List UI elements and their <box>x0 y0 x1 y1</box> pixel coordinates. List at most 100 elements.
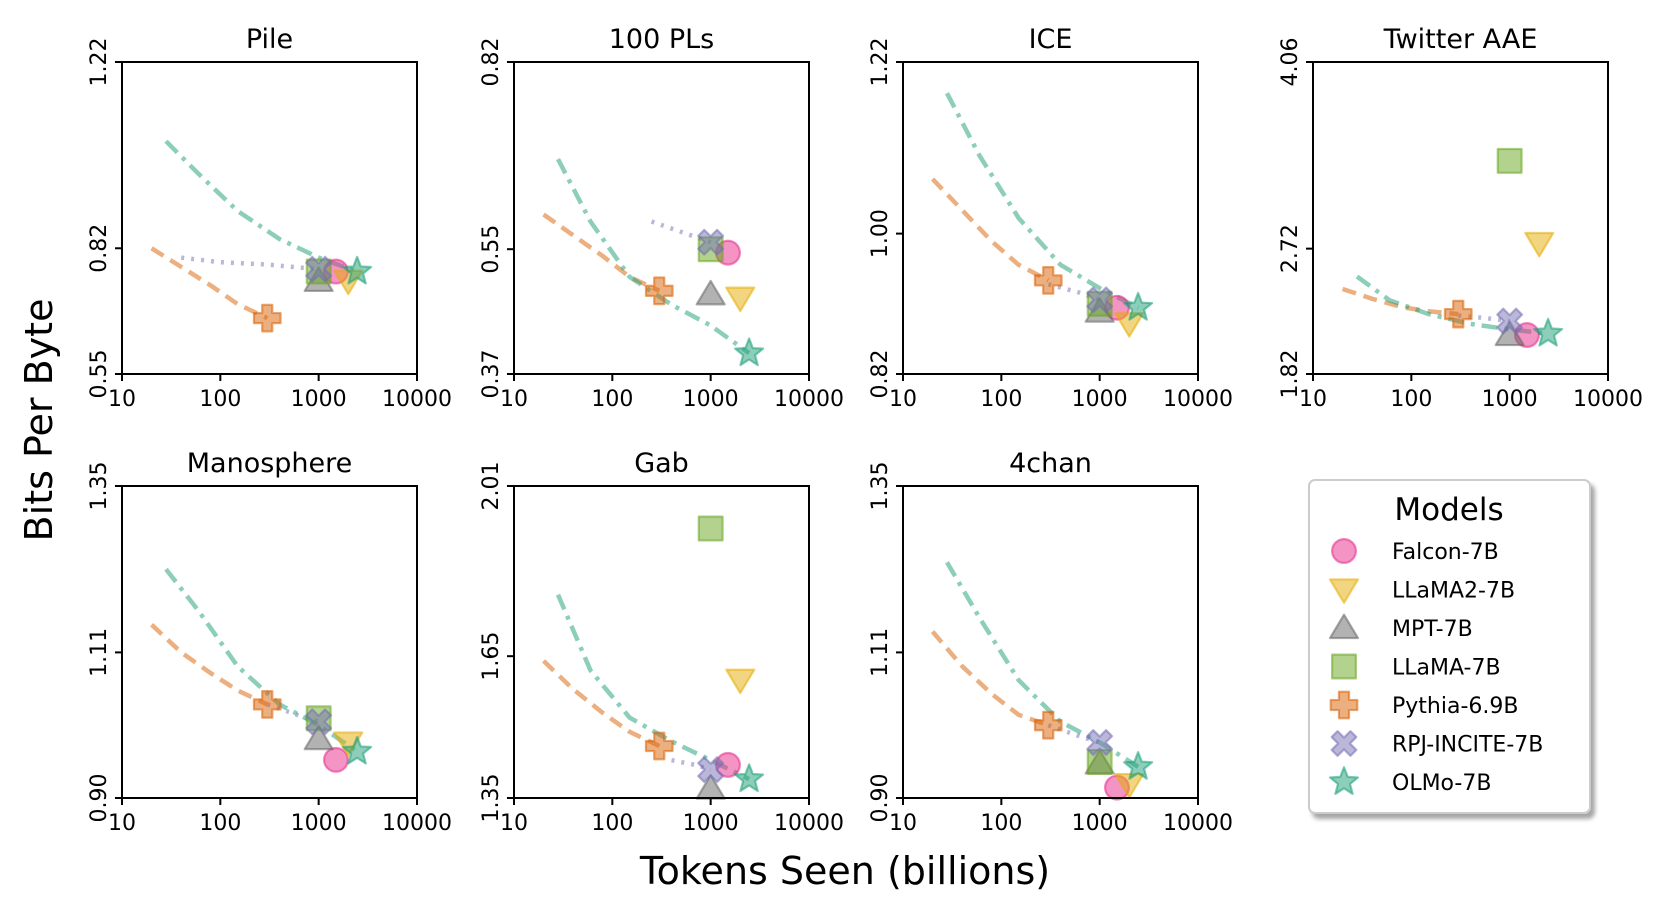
data-point-olmo-7b <box>342 735 373 765</box>
data-point-pythia-6-9b <box>644 276 674 306</box>
y-tick-label: 0.82 <box>479 38 504 87</box>
trend-line-pythia-6-9b <box>150 246 269 321</box>
data-point-olmo-7b <box>1123 291 1154 321</box>
legend-marker-mpt-7b <box>1328 613 1360 640</box>
data-point-falcon-7b <box>322 746 349 773</box>
plot-area-frame <box>121 61 418 375</box>
x-tick-label: 100 <box>980 387 1022 412</box>
y-axis-label: Bits Per Byte <box>17 299 61 542</box>
legend-entry-mpt-7b: MPT-7B <box>1328 613 1473 642</box>
y-tick-label: 1.22 <box>868 38 893 87</box>
plot-area-frame <box>121 485 418 799</box>
legend-label: Pythia-6.9B <box>1392 694 1518 719</box>
legend-label: MPT-7B <box>1392 617 1473 642</box>
y-tick-label: 2.01 <box>479 462 504 511</box>
y-tick-label: 1.35 <box>479 774 504 823</box>
subplot-4chan: 4chan 10 100 1000 10000 0.90 1.11 1.35 <box>868 448 1233 836</box>
legend: Models Falcon-7B LLaMA2-7B MPT-7B LLaMA-7B P… <box>1308 479 1591 814</box>
trend-line-pythia-6-9b <box>930 630 1050 728</box>
x-tick-label: 10 <box>889 387 917 412</box>
subplot-title: 4chan <box>1009 448 1092 479</box>
x-tick-label: 1000 <box>683 811 739 836</box>
data-point-llama2-7b <box>1524 231 1555 258</box>
y-tick-label: 1.35 <box>868 462 893 511</box>
trend-line-pythia-6-9b <box>150 623 269 707</box>
data-point-pythia-6-9b <box>252 690 282 719</box>
legend-entry-pythia-6-9b: Pythia-6.9B <box>1329 690 1518 720</box>
plot-area-frame <box>902 485 1199 799</box>
x-tick-label: 100 <box>591 387 633 412</box>
y-tick-label: 1.00 <box>868 209 893 258</box>
data-point-llama-7b <box>697 515 724 542</box>
x-tick-label: 10000 <box>1573 387 1643 412</box>
trend-line-olmo-7b <box>556 158 751 356</box>
legend-label: RPJ-INCITE-7B <box>1392 733 1543 758</box>
data-point-rpj-incite-7b <box>1496 307 1524 335</box>
y-tick-label: 0.55 <box>87 350 112 399</box>
trend-line-olmo-7b <box>945 92 1140 310</box>
legend-label: OLMo-7B <box>1392 771 1491 796</box>
x-tick-label: 10 <box>108 387 136 412</box>
x-tick-label: 10000 <box>382 811 452 836</box>
data-point-olmo-7b <box>342 255 373 285</box>
legend-title: Models <box>1394 492 1503 528</box>
subplot-manosphere: Manosphere 10 100 1000 10000 0.90 1.11 1.35 <box>87 448 452 836</box>
subplot-title: Manosphere <box>187 448 353 479</box>
legend-entry-llama2-7b: LLaMA2-7B <box>1328 578 1515 604</box>
legend-items: Falcon-7B LLaMA2-7B MPT-7B LLaMA-7B Pythia-6… <box>1328 537 1543 796</box>
x-tick-label: 10 <box>500 811 528 836</box>
trend-line-pythia-6-9b <box>542 212 661 293</box>
plot-area-frame <box>1312 61 1609 375</box>
x-tick-label: 10000 <box>1163 811 1233 836</box>
y-tick-label: 1.11 <box>868 628 893 677</box>
trend-line-pythia-6-9b <box>542 659 661 749</box>
y-tick-label: 0.82 <box>87 224 112 273</box>
y-tick-label: 0.37 <box>479 350 504 399</box>
y-tick-label: 2.72 <box>1278 224 1303 273</box>
data-point-pythia-6-9b <box>644 731 674 761</box>
x-tick-label: 10 <box>1299 387 1327 412</box>
x-tick-label: 100 <box>591 811 633 836</box>
data-point-mpt-7b <box>303 724 334 751</box>
x-tick-label: 10000 <box>774 811 844 836</box>
x-axis-label: Tokens Seen (billions) <box>639 849 1050 893</box>
x-tick-label: 100 <box>980 811 1022 836</box>
y-tick-label: 1.82 <box>1278 350 1303 399</box>
plot-area-frame <box>902 61 1199 375</box>
legend-marker-olmo-7b <box>1328 766 1360 795</box>
data-point-llama-7b <box>1496 147 1523 174</box>
x-tick-label: 10 <box>500 387 528 412</box>
legend-marker-llama2-7b <box>1328 578 1360 604</box>
subplot-title: Twitter AAE <box>1383 24 1538 55</box>
x-tick-label: 1000 <box>291 811 347 836</box>
data-point-olmo-7b <box>734 337 765 367</box>
legend-entry-olmo-7b: OLMo-7B <box>1328 766 1491 796</box>
data-point-llama2-7b <box>725 286 756 313</box>
subplot-ice: ICE 10 100 1000 10000 0.82 1.00 1.22 <box>868 24 1233 412</box>
x-tick-label: 100 <box>199 811 241 836</box>
subplot-title: 100 PLs <box>609 24 715 55</box>
y-tick-label: 0.90 <box>868 774 893 823</box>
data-point-rpj-incite-7b <box>697 756 725 784</box>
subplot-twitter-aae: Twitter AAE 10 100 1000 10000 1.82 2.72 4.06 <box>1278 24 1643 412</box>
legend-frame <box>1308 479 1591 814</box>
data-point-olmo-7b <box>1123 751 1154 780</box>
subplot-100-pls: 100 PLs 10 100 1000 10000 0.37 0.55 0.82 <box>479 24 844 412</box>
data-point-pythia-6-9b <box>1443 299 1473 329</box>
data-point-rpj-incite-7b <box>1086 286 1114 314</box>
subplot-pile: Pile 10 100 1000 10000 0.55 0.82 1.22 <box>87 24 452 412</box>
subplot-title: ICE <box>1029 24 1073 55</box>
y-tick-label: 1.22 <box>87 38 112 87</box>
x-tick-label: 100 <box>199 387 241 412</box>
x-tick-label: 10 <box>108 811 136 836</box>
data-point-rpj-incite-7b <box>305 708 333 736</box>
data-point-llama2-7b <box>1114 312 1145 338</box>
x-tick-label: 10000 <box>774 387 844 412</box>
y-tick-label: 0.90 <box>87 774 112 823</box>
legend-label: LLaMA-7B <box>1392 656 1501 681</box>
data-point-llama2-7b <box>1114 772 1145 799</box>
x-tick-label: 1000 <box>1482 387 1538 412</box>
legend-marker-rpj-incite-7b <box>1330 730 1358 757</box>
